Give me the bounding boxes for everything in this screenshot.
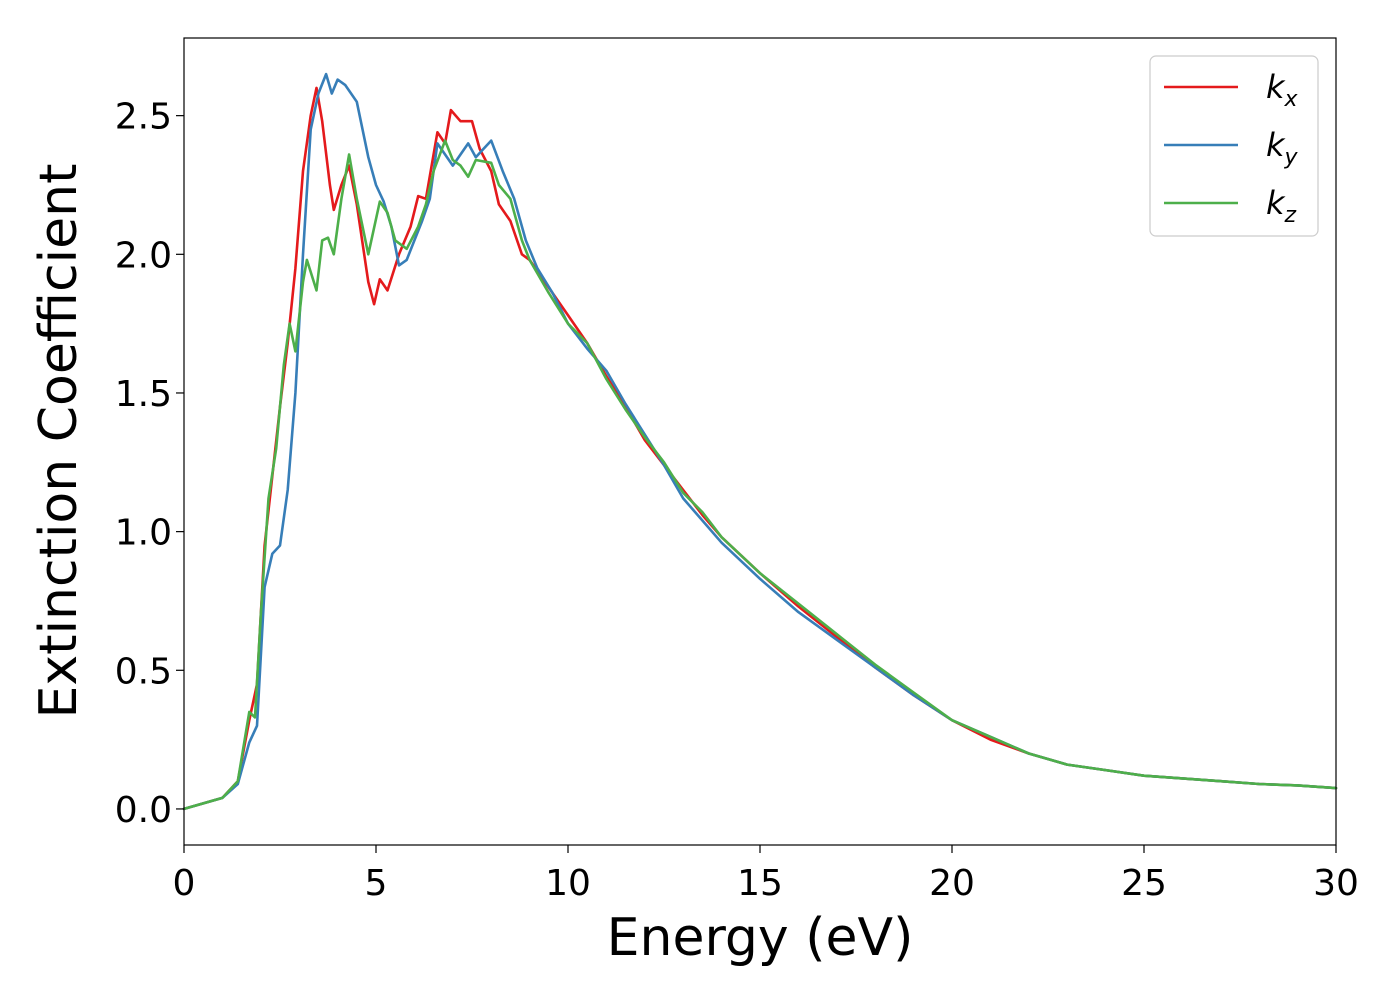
legend-label-kx: kx [1266,68,1299,112]
x-tick-label: 15 [737,863,783,904]
legend-label-subscript: y [1284,145,1299,170]
y-tick-label: 0.0 [115,790,172,831]
legend-label-subscript: x [1284,87,1299,112]
x-axis-title: Energy (eV) [607,908,914,968]
series-line-kz [182,139,1338,811]
legend-label-subscript: z [1284,203,1297,228]
legend-label-kz: kz [1266,184,1297,228]
y-axis-title: Extinction Coefficient [29,164,89,719]
legend-label-ky: ky [1266,126,1299,170]
y-tick-label: 1.0 [115,513,172,554]
y-tick-label: 1.5 [115,374,172,415]
y-tick-label: 2.0 [115,235,172,276]
x-tick-label: 20 [929,863,975,904]
x-tick-label: 5 [365,863,388,904]
y-tick-label: 2.5 [115,97,172,138]
x-tick-label: 0 [173,863,196,904]
legend-label-main: k [1266,126,1286,164]
y-axis-ticks: 0.0 0.5 1.0 1.5 2.0 2.5 [115,97,184,831]
legend-label-main: k [1266,184,1286,222]
x-tick-label: 30 [1313,863,1359,904]
x-tick-label: 25 [1121,863,1167,904]
series-line-ky [182,72,1338,811]
x-tick-label: 10 [545,863,591,904]
legend-label-main: k [1266,68,1286,106]
y-tick-label: 0.5 [115,651,172,692]
x-axis-ticks: 0 5 10 15 20 25 30 [173,845,1359,904]
series-layer [182,72,1338,811]
